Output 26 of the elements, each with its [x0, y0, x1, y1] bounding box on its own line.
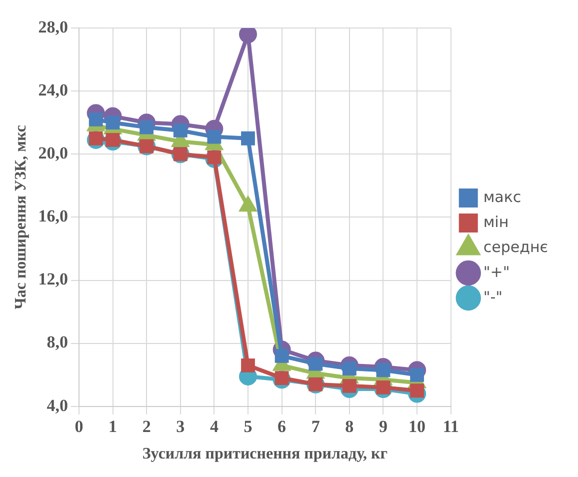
x-tick-label: 4: [210, 416, 219, 436]
y-tick-label: 28,0: [38, 17, 68, 36]
x-tick-label: 3: [176, 416, 185, 436]
legend-label: "-": [483, 288, 503, 306]
y-tick-label: 4,0: [46, 396, 68, 415]
x-tick-label: 10: [408, 416, 426, 436]
x-tick-label: 2: [142, 416, 151, 436]
x-tick-label: 11: [442, 416, 459, 436]
legend-label: макс: [483, 188, 522, 206]
y-tick-label: 12,0: [38, 270, 68, 289]
legend-label: середнє: [483, 238, 548, 256]
legend-label: мін: [483, 212, 509, 231]
x-tick-label: 5: [244, 416, 252, 436]
y-tick-label: 16,0: [38, 206, 68, 226]
x-axis-title: Зусилля притиснення приладу, кг: [142, 446, 388, 463]
x-tick-label: 6: [278, 416, 286, 436]
x-tick-label: 0: [74, 416, 84, 436]
legend-label: "+": [483, 262, 510, 281]
x-tick-label: 1: [108, 416, 118, 436]
y-tick-label: 20,0: [38, 144, 68, 163]
y-tick-label: 8,0: [46, 332, 68, 352]
x-tick-label: 8: [345, 416, 354, 436]
y-axis-title: Час поширення УЗК, мкс: [12, 125, 30, 310]
x-tick-label: 9: [378, 416, 388, 436]
x-tick-label: 7: [311, 416, 320, 436]
y-tick-label: 24,0: [38, 80, 68, 100]
